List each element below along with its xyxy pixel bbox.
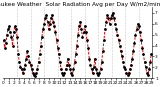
Title: Milwaukee Weather  Solar Radiation Avg per Day W/m2/minute: Milwaukee Weather Solar Radiation Avg pe… [0, 2, 160, 7]
